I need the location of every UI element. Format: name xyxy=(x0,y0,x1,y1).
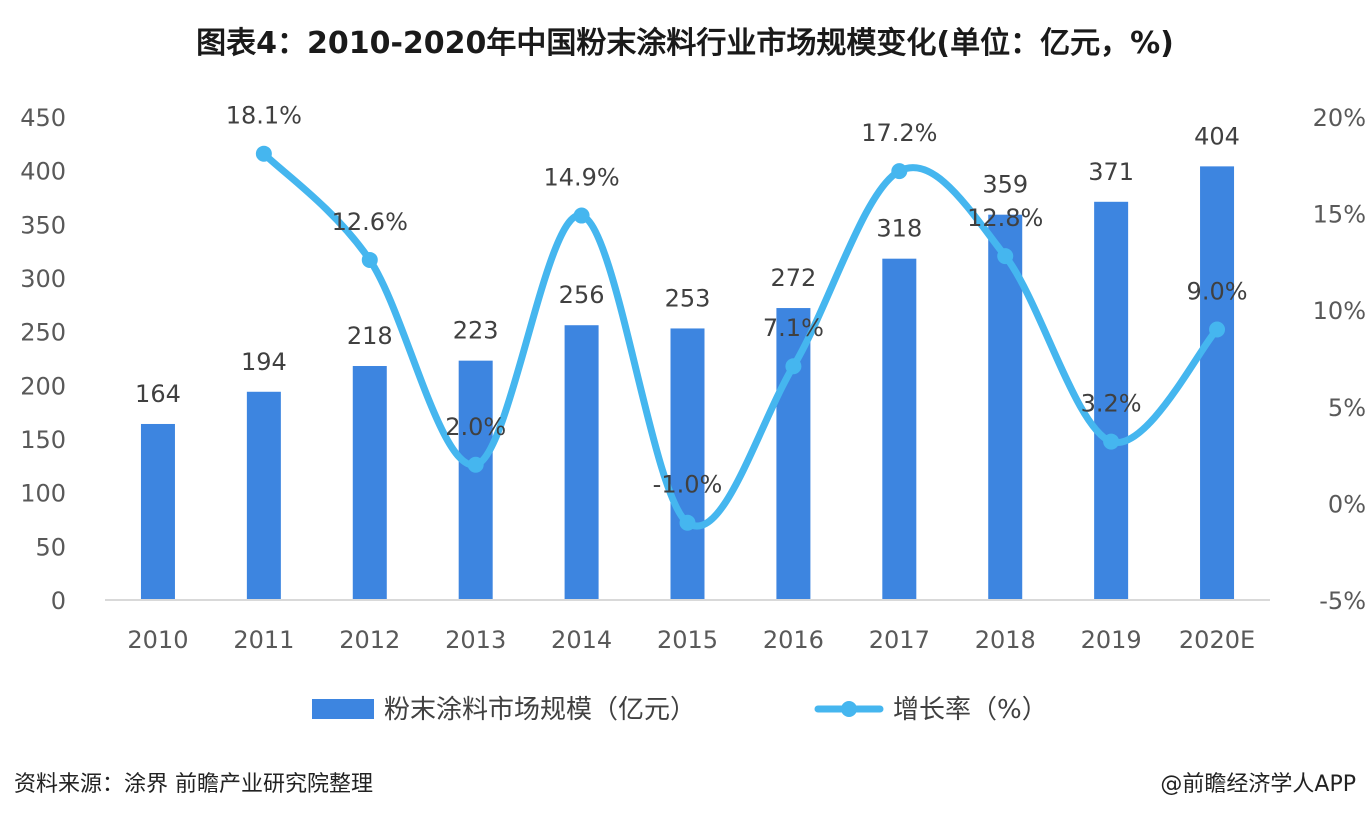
y-right-tick-label: 20% xyxy=(1313,104,1366,132)
x-tick-label: 2011 xyxy=(233,626,294,654)
x-tick-label: 2016 xyxy=(763,626,824,654)
growth-value-label: 3.2% xyxy=(1081,390,1142,418)
y-left-tick-label: 50 xyxy=(35,533,66,561)
bar-value-label: 194 xyxy=(241,348,287,376)
growth-value-label: -1.0% xyxy=(653,471,723,499)
growth-value-label: 17.2% xyxy=(861,119,937,147)
data-labels: 164 194 218 223 256 253 272 318 359 371 404 18.1% 12… xyxy=(135,102,1247,499)
bar xyxy=(670,328,705,600)
axes: 0 50 100 150 200 250 300 350 400 450 -5% 0% 5% 10% 15%… xyxy=(20,104,1366,654)
growth-line xyxy=(260,150,1221,530)
growth-value-label: 14.9% xyxy=(543,164,619,192)
bar-value-label: 272 xyxy=(771,264,817,292)
growth-value-label: 9.0% xyxy=(1187,278,1248,306)
bar-value-label: 253 xyxy=(665,284,711,312)
y-left-tick-label: 400 xyxy=(20,158,66,186)
x-tick-label: 2019 xyxy=(1081,626,1142,654)
growth-line-series xyxy=(255,145,1226,531)
growth-point xyxy=(1209,321,1226,338)
source-note: 资料来源：涂界 前瞻产业研究院整理 xyxy=(14,772,373,797)
bar-value-label: 318 xyxy=(876,215,922,243)
bar xyxy=(352,366,387,600)
bar xyxy=(458,360,493,600)
growth-point xyxy=(361,251,378,268)
y-right-tick-label: 0% xyxy=(1328,490,1366,518)
y-left-tick-label: 200 xyxy=(20,372,66,400)
bar-value-label: 404 xyxy=(1194,122,1240,150)
chart-title: 图表4：2010-2020年中国粉末涂料行业市场规模变化(单位：亿元，%) xyxy=(196,26,1174,61)
growth-point xyxy=(1103,433,1120,450)
bar-value-label: 256 xyxy=(559,281,605,309)
bar-value-label: 371 xyxy=(1088,158,1134,186)
growth-point xyxy=(679,514,696,531)
x-tick-label: 2010 xyxy=(127,626,188,654)
x-tick-label: 2014 xyxy=(551,626,612,654)
x-tick-label: 2013 xyxy=(445,626,506,654)
growth-value-label: 18.1% xyxy=(226,102,302,130)
y-left-tick-label: 150 xyxy=(20,426,66,454)
y-right-tick-label: 15% xyxy=(1313,201,1366,229)
y-left-tick-label: 300 xyxy=(20,265,66,293)
growth-point xyxy=(255,145,272,162)
x-tick-label: 2012 xyxy=(339,626,400,654)
bar xyxy=(564,325,599,600)
y-left-tick-label: 450 xyxy=(20,104,66,132)
x-tick-label: 2018 xyxy=(975,626,1036,654)
y-left-tick-label: 100 xyxy=(20,480,66,508)
growth-value-label: 12.6% xyxy=(332,208,408,236)
credit-note: @前瞻经济学人APP xyxy=(1160,772,1356,797)
legend-line-label: 增长率（%） xyxy=(893,695,1048,725)
growth-value-label: 12.8% xyxy=(967,204,1043,232)
bar xyxy=(1094,201,1129,600)
chart-svg: 0 50 100 150 200 250 300 350 400 450 -5% 0% 5% 10% 15%… xyxy=(20,102,1366,725)
growth-point xyxy=(785,358,802,375)
legend-bar-label: 粉末涂料市场规模（亿元） xyxy=(384,695,696,725)
legend-line-marker xyxy=(841,701,857,717)
growth-point xyxy=(573,207,590,224)
y-left-tick-label: 350 xyxy=(20,211,66,239)
bar-series xyxy=(140,166,1235,600)
x-tick-label: 2020E xyxy=(1179,626,1255,654)
x-tick-label: 2015 xyxy=(657,626,718,654)
y-right-tick-label: 5% xyxy=(1328,394,1366,422)
legend: 粉末涂料市场规模（亿元） 增长率（%） xyxy=(312,695,1048,725)
bar-value-label: 218 xyxy=(347,322,393,350)
legend-bar-swatch xyxy=(312,699,374,719)
bar-value-label: 359 xyxy=(982,171,1028,199)
y-left-tick-label: 250 xyxy=(20,319,66,347)
growth-value-label: 7.1% xyxy=(763,314,824,342)
bar-value-label: 164 xyxy=(135,380,181,408)
y-left-tick-label: 0 xyxy=(51,587,66,615)
y-right-tick-label: -5% xyxy=(1319,587,1366,615)
bar xyxy=(140,423,175,600)
bar xyxy=(776,308,811,600)
bar-value-label: 223 xyxy=(453,317,499,345)
y-right-tick-label: 10% xyxy=(1313,297,1366,325)
growth-point xyxy=(891,163,908,180)
growth-point xyxy=(467,456,484,473)
x-tick-label: 2017 xyxy=(869,626,930,654)
bar xyxy=(882,258,917,600)
growth-value-label: 2.0% xyxy=(445,413,506,441)
bar xyxy=(246,391,281,600)
growth-point xyxy=(997,248,1014,265)
bar xyxy=(1200,166,1235,600)
